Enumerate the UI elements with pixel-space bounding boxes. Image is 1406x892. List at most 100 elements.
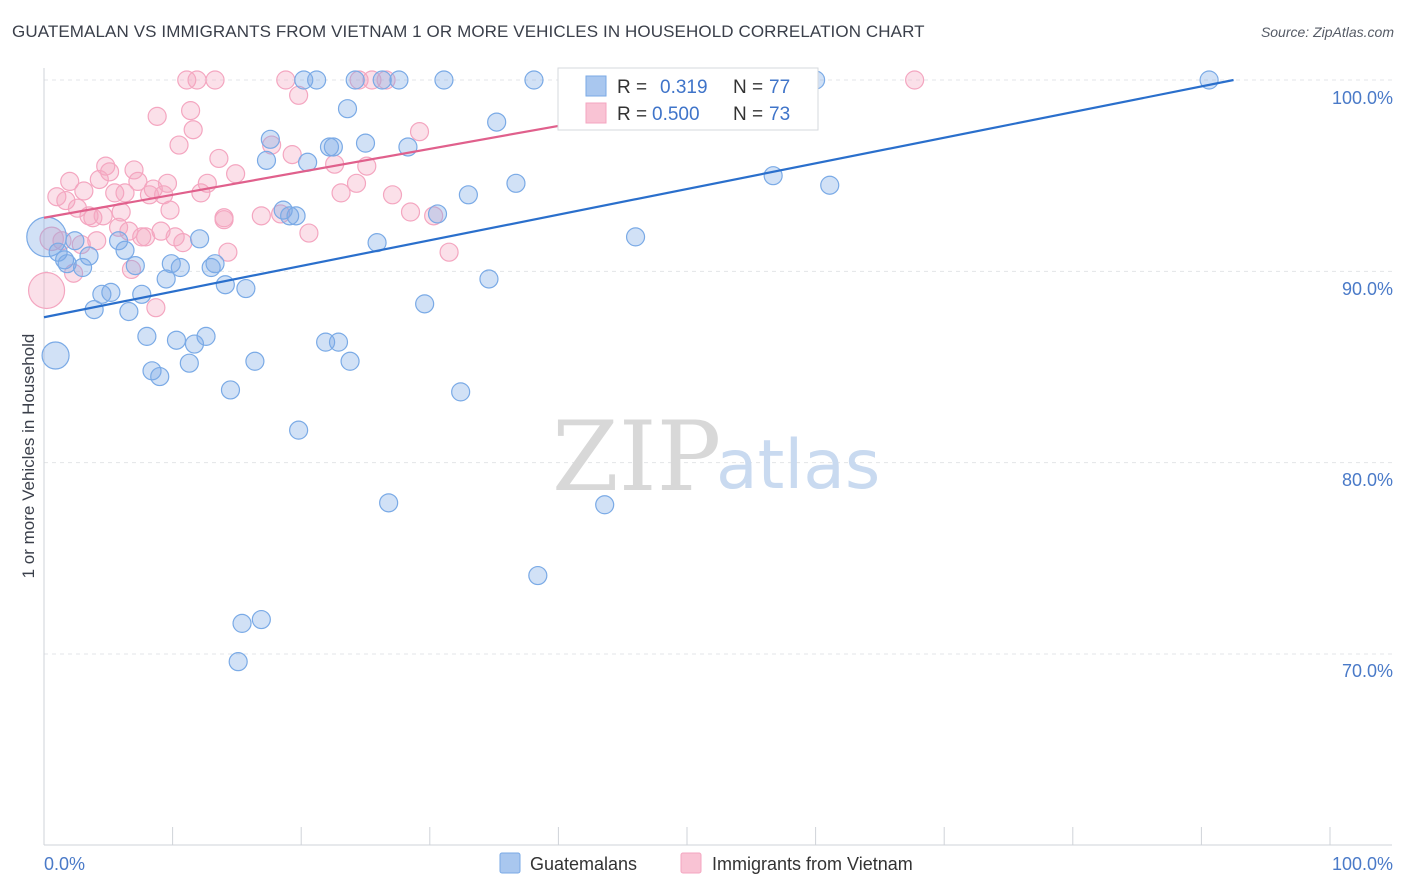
guatemalan-point [337, 99, 358, 119]
guatemalan-point [451, 382, 471, 402]
guatemalan-point [372, 70, 392, 90]
guatemalan-point [184, 334, 205, 354]
guatemalan-point [763, 166, 783, 186]
vietnam-point [27, 271, 66, 310]
legend-n-label: N = [733, 77, 763, 98]
x-ticks [172, 827, 1331, 845]
guatemalan-point [79, 246, 99, 266]
vietnam-point [165, 227, 185, 247]
bottom-legend-label-vietnam: Immigrants from Vietnam [712, 854, 913, 874]
guatemalan-point [170, 257, 190, 278]
guatemalan-point [108, 231, 129, 251]
trend-line-guatemalans [43, 78, 1234, 319]
watermark-atlas: atlas [716, 426, 880, 505]
legend-r-value: 0.319 [660, 77, 708, 98]
guatemalan-point [479, 269, 499, 289]
guatemalan-point [156, 269, 176, 289]
guatemalan-point [289, 420, 309, 440]
vietnam-point [147, 106, 167, 126]
vietnam-point [205, 70, 225, 90]
vietnam-point [74, 181, 94, 201]
vietnam-point [121, 259, 142, 280]
vietnam-point [93, 206, 113, 226]
guatemalan-point [137, 326, 157, 346]
legend-r-label: R = [617, 77, 647, 98]
vietnam-point [289, 85, 309, 105]
guatemalan-point [528, 565, 548, 586]
watermark: ZIP atlas [552, 401, 880, 513]
guatemalan-point [323, 137, 343, 157]
vietnam-point [218, 242, 238, 262]
vietnam-point [439, 242, 459, 262]
vietnam-point [187, 70, 207, 90]
axes [43, 68, 1392, 846]
vietnam-point [60, 171, 80, 192]
legend-n-value: 77 [769, 77, 790, 98]
guatemalan-point [458, 185, 478, 205]
y-axis-label: 1 or more Vehicles in Household [19, 334, 38, 579]
guatemalan-point [340, 351, 360, 371]
legend-n-label: N = [733, 104, 763, 125]
vietnam-point [400, 202, 421, 222]
vietnam-point [331, 183, 351, 203]
legend-swatch-guatemalans [585, 75, 607, 97]
guatemalan-point [179, 353, 199, 373]
y-tick-label: 100.0% [1332, 88, 1393, 108]
vietnam-point [183, 120, 203, 140]
vietnam-point [99, 162, 120, 182]
guatemalan-point [205, 254, 225, 274]
guatemalan-point [57, 254, 77, 274]
guatemalan-point [294, 70, 314, 90]
guatemalan-point [820, 175, 840, 195]
series-guatemalans-points [26, 70, 1219, 672]
chart-title: GUATEMALAN VS IMMIGRANTS FROM VIETNAM 1 … [12, 22, 925, 41]
guatemalan-point [286, 206, 306, 226]
vietnam-point [146, 298, 166, 318]
guatemalan-point [115, 240, 135, 260]
guatemalan-point [487, 112, 507, 132]
guatemalan-point [232, 613, 252, 633]
vietnam-point [262, 135, 282, 155]
vietnam-point [160, 200, 180, 220]
legend-r-label: R = [617, 104, 647, 125]
guatemalan-point [125, 255, 145, 276]
vietnam-point [128, 171, 148, 192]
vietnam-point [251, 206, 271, 226]
guatemalan-point [101, 282, 121, 302]
vietnam-point [214, 208, 234, 228]
gridlines [44, 79, 1392, 655]
vietnam-point [108, 217, 129, 237]
vietnam-point [382, 185, 403, 205]
vietnam-point [169, 135, 189, 155]
vietnam-point [115, 183, 135, 203]
guatemalan-point [236, 278, 256, 299]
guatemalan-point [119, 301, 139, 322]
guatemalan-point [196, 326, 216, 346]
bottom-legend-label-guatemalans: Guatemalans [530, 854, 637, 874]
guatemalan-point [260, 129, 280, 149]
vietnam-point [346, 173, 367, 193]
legend-r-value: 0.500 [652, 104, 700, 125]
vietnam-point [105, 183, 125, 203]
guatemalan-point [41, 341, 70, 370]
watermark-zip: ZIP [552, 401, 721, 513]
y-tick-label: 80.0% [1342, 470, 1393, 490]
guatemalan-point [132, 284, 152, 304]
vietnam-point [181, 101, 201, 121]
guatemalan-point [345, 70, 365, 90]
y-tick-label: 70.0% [1342, 661, 1393, 681]
guatemalan-point [328, 332, 349, 352]
bottom-legend-swatch-guatemalans [499, 852, 521, 874]
guatemalan-point [524, 70, 544, 90]
guatemalan-point [220, 380, 241, 400]
guatemalan-point [228, 652, 248, 672]
guatemalan-point [215, 275, 235, 295]
chart-source: Source: ZipAtlas.com [1260, 24, 1394, 40]
vietnam-point [209, 148, 229, 169]
guatemalan-point [280, 206, 300, 226]
guatemalan-point [245, 351, 265, 371]
guatemalan-point [166, 330, 187, 350]
guatemalan-point [150, 366, 170, 387]
guatemalan-point [65, 231, 85, 251]
guatemalan-point [379, 493, 399, 513]
